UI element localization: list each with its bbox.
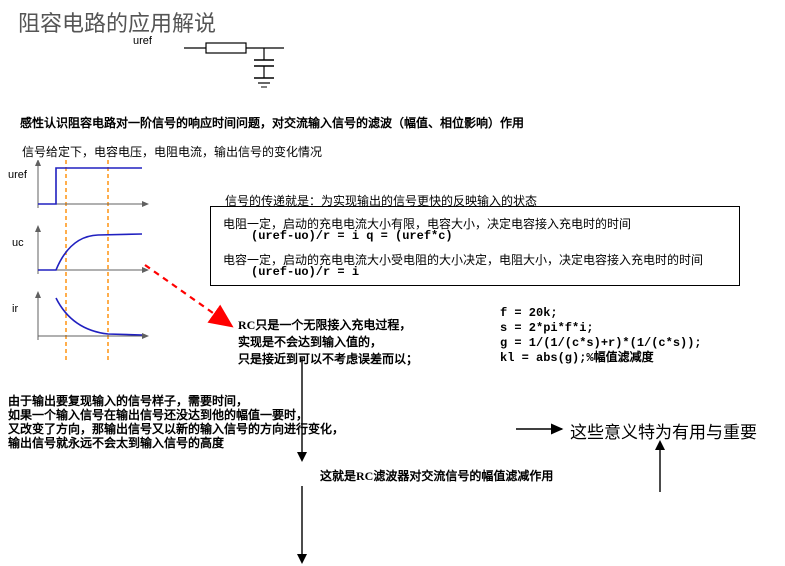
formula-line-3: g = 1/(1/(c*s)+r)*(1/(c*s)); [500,336,702,351]
formula-line-4: kl = abs(g);%幅值滤减度 [500,351,702,366]
red-dashed-arrow [140,260,250,350]
info-box: 电阻一定，启动的充电电流大小有限，电容大小，决定电容接入充电时的时间 (uref… [210,206,740,286]
intro-heading: 感性认识阻容电路对一阶信号的响应时间问题，对交流输入信号的滤波（幅值、相位影响）… [20,114,524,131]
emph-arrow-left [512,420,570,438]
info-formula-1: (uref-uo)/r = i q = (uref*c) [251,229,453,243]
rc-circuit-diagram [184,34,304,96]
bottom-center-text: 这就是RC滤波器对交流信号的幅值滤减作用 [320,467,553,484]
formula-line-2: s = 2*pi*f*i; [500,321,702,336]
sub-heading: 信号给定下，电容电压，电阻电流，输出信号的变化情况 [22,143,322,160]
svg-text:uref: uref [8,169,28,181]
formulas-block: f = 20k; s = 2*pi*f*i; g = 1/(1/(c*s)+r)… [500,306,702,366]
info-formula-2: (uref-uo)/r = i [251,265,359,279]
center-down-arrow-2 [294,484,310,566]
svg-text:ir: ir [12,303,18,315]
rc-note: RC只是一个无限接入充电过程， 实现是不会达到输入值的， 只是接近到可以不考虑误… [238,316,418,367]
rc-note-line-2: 实现是不会达到输入值的， [238,333,418,350]
svg-text:uc: uc [12,237,24,249]
formula-line-1: f = 20k; [500,306,702,321]
right-up-arrow [652,440,668,496]
center-down-arrow-1 [294,356,310,464]
rc-note-line-3: 只是接近到可以不考虑误差而以； [238,350,418,367]
rc-note-line-1: RC只是一个无限接入充电过程， [238,316,418,333]
uref-top-label: uref [133,35,152,47]
plots-column: uref uc ir [8,160,158,370]
